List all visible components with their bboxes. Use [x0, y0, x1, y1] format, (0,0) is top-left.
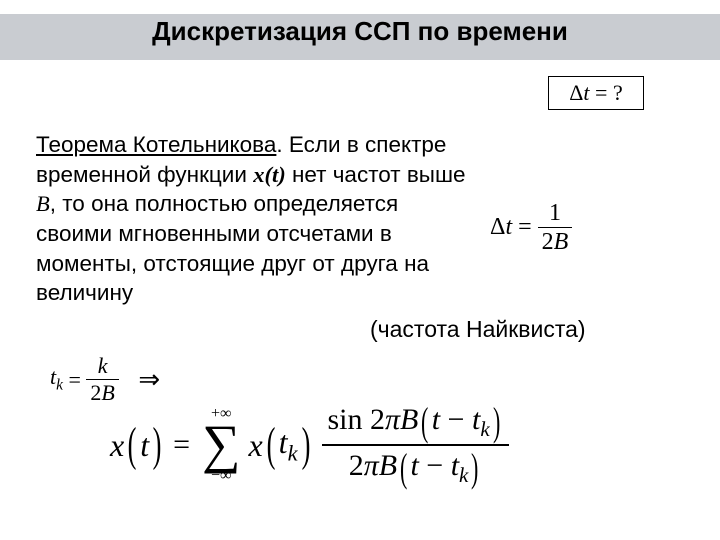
theorem-label: Теорема Котельникова: [36, 132, 276, 157]
dt-num: 1: [538, 200, 573, 228]
nyquist-label: (частота Найквиста): [370, 316, 586, 343]
delta-t-formula: Δt = 1 2B: [490, 200, 572, 256]
page-title: Дискретизация ССП по времени: [0, 16, 720, 47]
sigma-sum: +∞ ∑ −∞: [202, 406, 241, 484]
tk-formula: tk = k 2B ⇒: [50, 354, 160, 405]
implies-arrow: ⇒: [138, 365, 160, 395]
theorem-paragraph: Теорема Котельникова. Если в спектре вре…: [36, 130, 466, 308]
para-tail: , то она полностью определяется своими м…: [36, 191, 429, 305]
series-formula: x(t) = +∞ ∑ −∞ x(tk) sin 2πB(t − tk) 2πB…: [110, 400, 670, 490]
xt-symbol: x(t): [253, 162, 286, 187]
para-mid: нет частот выше: [286, 162, 466, 187]
delta-t-question-box: Δt = ?: [548, 76, 644, 110]
b-symbol: B: [36, 191, 50, 216]
